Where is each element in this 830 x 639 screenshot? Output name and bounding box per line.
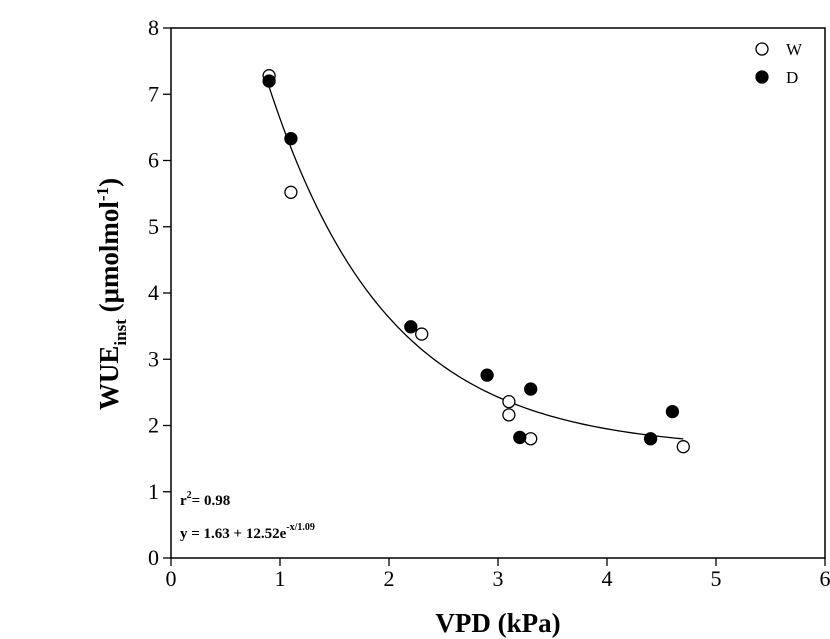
point-w-1 [284,185,298,199]
point-w-2 [415,327,429,341]
equation-superscript: -x/1.09 [286,522,315,533]
y-tick-label: 0 [148,545,159,570]
x-tick-label: 5 [711,566,722,591]
y-tick-label: 8 [148,15,159,40]
data-points [262,69,690,454]
equation-annotation: y = 1.63 + 12.52e-x/1.09 [180,522,315,542]
point-d-2 [404,320,418,334]
y-axis-title-unit-close: ) [94,178,124,187]
y-tick-label: 1 [148,479,159,504]
r2-prefix: r [180,493,187,509]
y-axis-title: WUEinst (μmolmol-1) [93,178,130,410]
legend-marker-w [755,42,769,56]
point-d-3 [480,368,494,382]
point-d-0 [262,74,276,88]
r2-value: = 0.98 [192,493,231,509]
legend-label-w: W [786,40,803,59]
r2-superscript: 2 [187,490,192,501]
point-d-7 [665,404,680,419]
y-tick-label: 6 [148,148,159,173]
point-w-6 [676,440,690,454]
y-tick-label: 3 [148,346,159,371]
x-tick-label: 6 [820,566,830,591]
point-w-3 [502,394,516,409]
y-tick-label: 7 [148,81,159,106]
point-d-5 [524,382,538,396]
x-tick-label: 3 [493,566,504,591]
legend-marker-d [755,70,769,84]
y-axis-ticks: 0 1 2 3 4 5 6 7 8 [148,15,171,570]
fit-curve [268,86,684,440]
y-tick-label: 5 [148,214,159,239]
x-tick-label: 2 [384,566,395,591]
y-axis-title-unit: (μmolmol [94,201,124,320]
point-d-4 [513,430,527,445]
x-tick-label: 4 [602,566,613,591]
legend: W D [755,40,803,87]
point-w-4 [502,408,516,422]
x-tick-label: 0 [166,566,177,591]
point-d-6 [643,432,658,446]
y-tick-label: 2 [148,413,159,438]
x-axis-title: VPD (kPa) [435,608,560,638]
equation-prefix: y = 1.63 + 12.52e [180,526,287,542]
point-d-1 [284,131,298,146]
y-axis-title-main: WUE [94,346,124,411]
legend-label-d: D [786,68,798,87]
y-axis-title-unit-superscript: -1 [93,187,112,201]
y-tick-label: 4 [148,280,159,305]
r-squared-annotation: r2= 0.98 [180,490,230,509]
x-axis-ticks: 0 1 2 3 4 5 6 [166,558,830,591]
y-axis-title-subscript: inst [111,319,130,346]
x-tick-label: 1 [275,566,286,591]
point-w-5 [524,432,538,446]
